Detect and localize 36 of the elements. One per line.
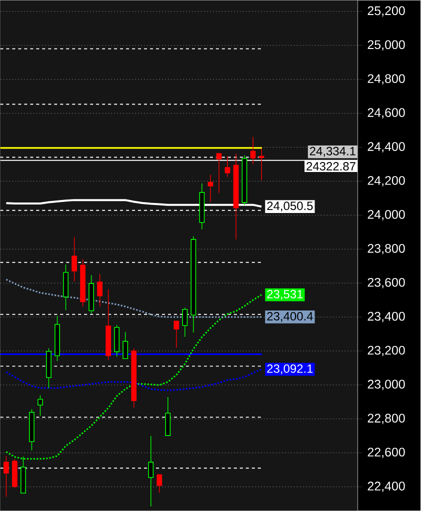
y-tick-label: 23,800	[368, 244, 406, 254]
y-tick-label: 22,600	[368, 448, 406, 458]
annotation: 24,334.1	[310, 146, 356, 157]
candlestick	[216, 152, 222, 194]
candlestick	[122, 332, 128, 360]
y-tick-label: 24,000	[368, 210, 406, 220]
y-tick-label: 24,200	[368, 176, 406, 186]
candlestick	[224, 156, 230, 178]
y-tick-label: 24,600	[368, 108, 406, 118]
candlestick	[208, 174, 214, 202]
candlestick	[174, 320, 180, 348]
y-tick-label: 24,400	[368, 142, 406, 152]
data-label: 23,400.4	[267, 312, 314, 322]
y-tick-label: 24,800	[368, 74, 406, 85]
y-tick-label: 22,400	[368, 482, 406, 492]
y-tick-label: 23,600	[368, 278, 406, 288]
y-tick-label: 23,000	[368, 380, 406, 390]
candlestick	[156, 474, 162, 493]
data-label: 23,531	[267, 290, 303, 300]
candlestick	[72, 236, 78, 282]
candlestick	[148, 436, 154, 507]
candlestick	[165, 396, 171, 436]
data-label: 24,050.5	[267, 202, 313, 212]
candlestick	[250, 136, 256, 165]
candlestick	[38, 394, 44, 416]
y-tick-label: 23,400	[368, 312, 406, 322]
candlestick	[4, 456, 10, 498]
candlestick	[182, 307, 188, 338]
candlestick	[97, 274, 103, 308]
ref-line-label: 24322.87	[306, 162, 356, 171]
candlestick	[259, 148, 264, 181]
y-tick-label: 22,800	[368, 414, 406, 424]
y-tick-label: 23,200	[368, 346, 406, 356]
y-tick-label: 25,000	[368, 40, 406, 51]
data-label: 23,092.1	[267, 364, 313, 374]
y-tick-label: 25,200	[368, 6, 406, 17]
